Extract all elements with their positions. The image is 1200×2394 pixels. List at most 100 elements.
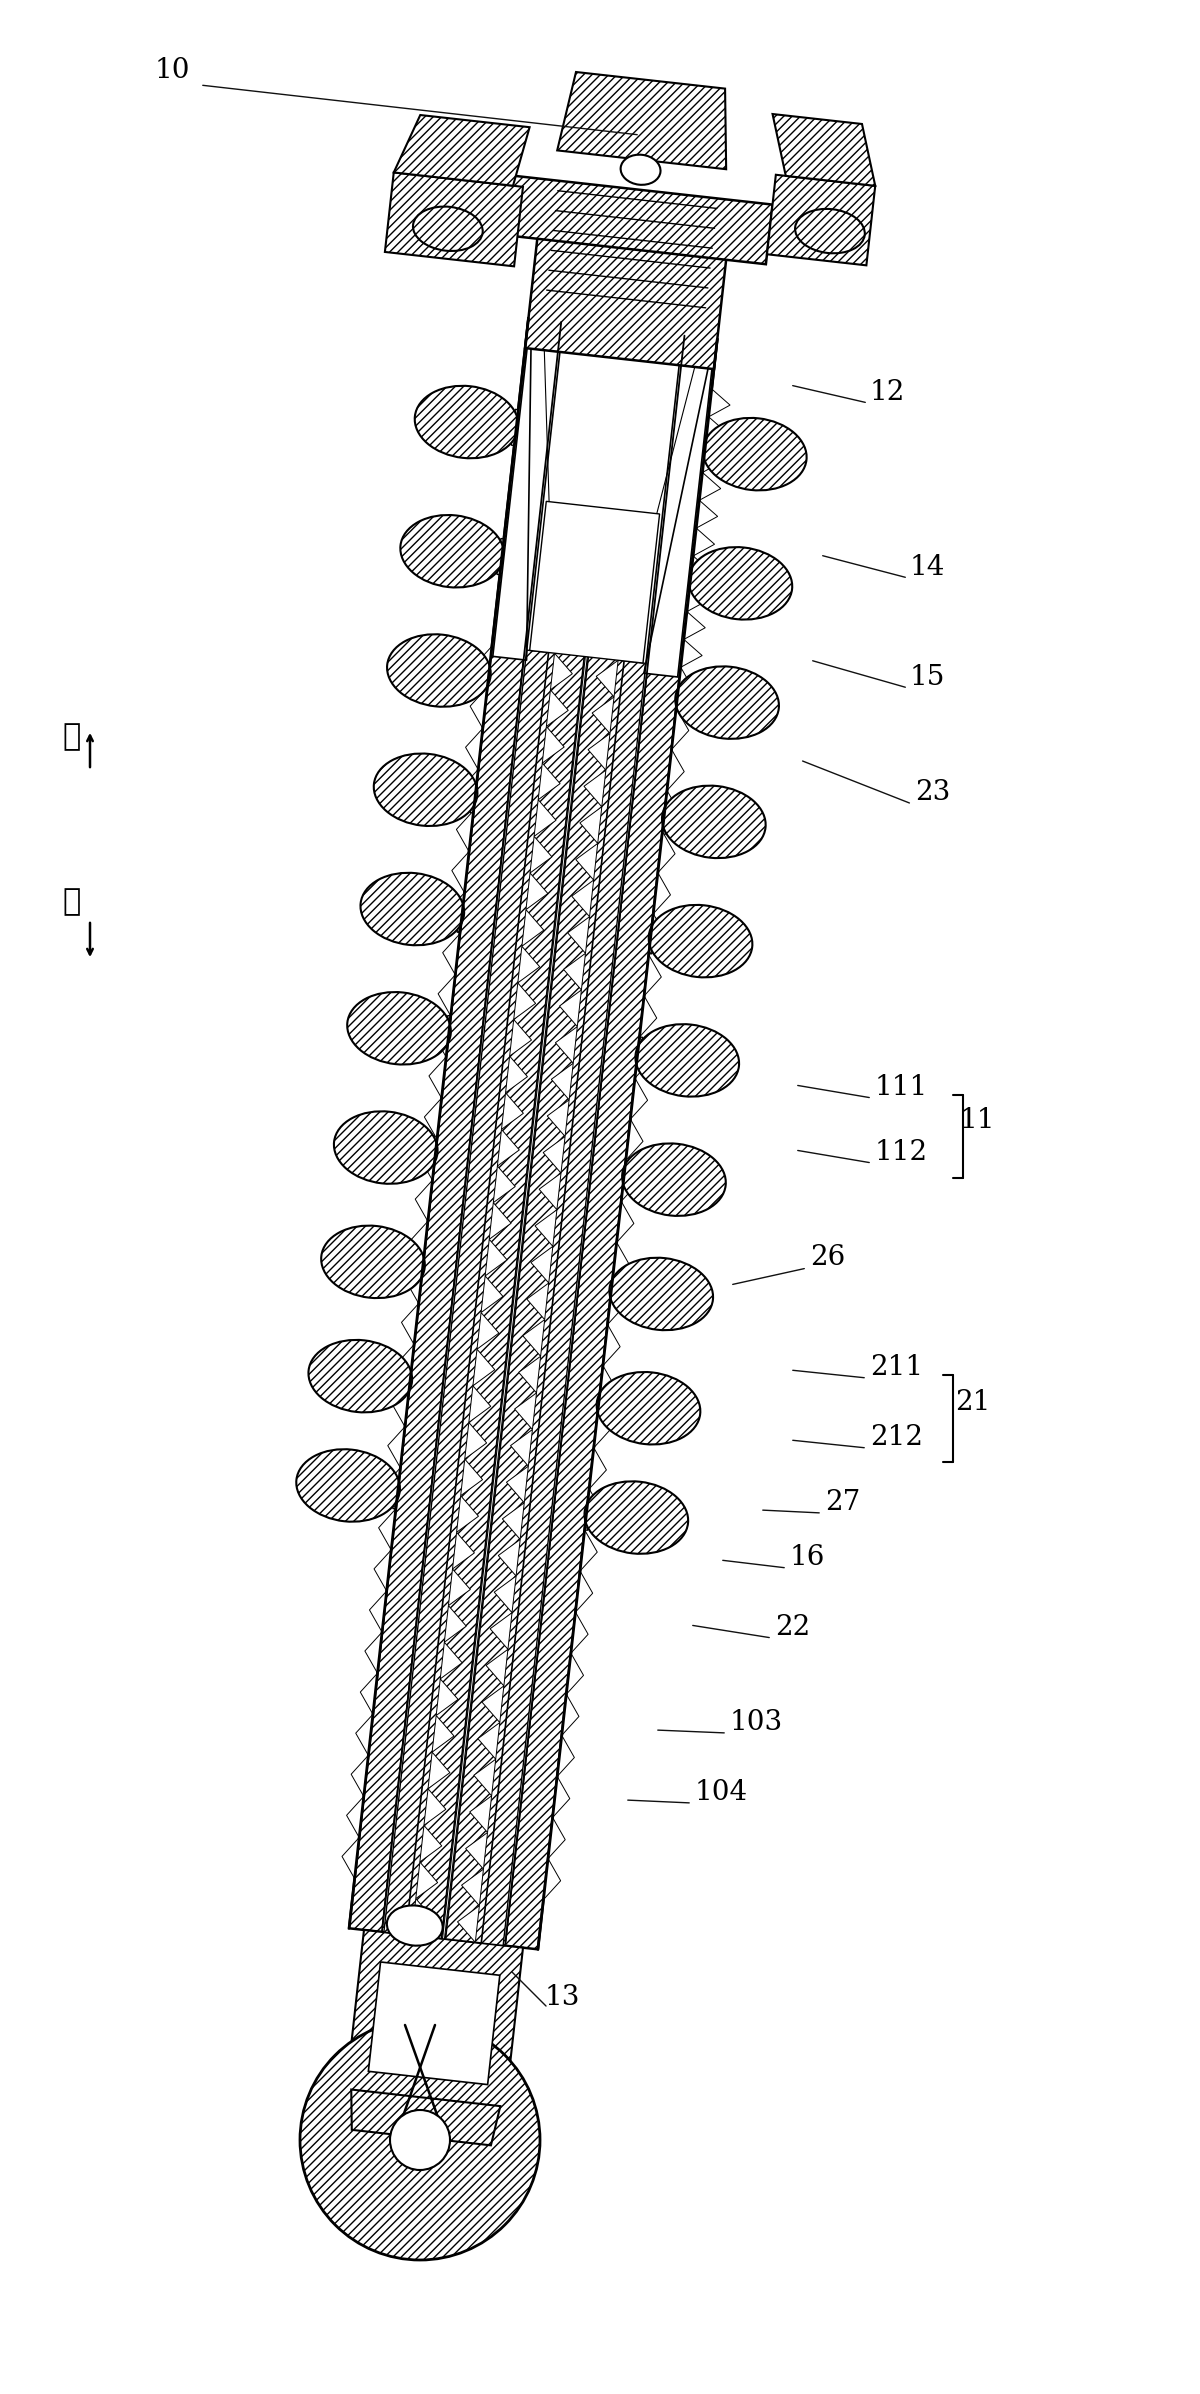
Ellipse shape [636,1025,739,1096]
Polygon shape [424,1788,446,1824]
Polygon shape [457,895,464,931]
Ellipse shape [386,1906,443,1946]
Polygon shape [684,610,706,639]
Ellipse shape [620,156,660,184]
Polygon shape [702,445,724,472]
Polygon shape [522,910,544,946]
Text: 22: 22 [775,1614,810,1640]
Polygon shape [515,1393,536,1429]
Polygon shape [493,318,563,661]
Ellipse shape [622,1144,726,1216]
Polygon shape [383,328,684,1942]
Polygon shape [588,733,610,771]
Text: 11: 11 [960,1106,996,1135]
Polygon shape [342,1839,359,1879]
Text: 15: 15 [910,663,946,692]
Polygon shape [347,1930,523,2107]
Polygon shape [428,1058,446,1099]
Polygon shape [592,697,614,733]
Polygon shape [379,1508,396,1549]
Polygon shape [449,1568,470,1606]
Polygon shape [584,1494,592,1530]
Ellipse shape [347,991,451,1065]
Polygon shape [602,1324,620,1365]
Ellipse shape [413,206,482,251]
Polygon shape [623,1156,629,1192]
Polygon shape [473,1350,494,1386]
Ellipse shape [388,634,491,706]
Ellipse shape [415,385,518,457]
Polygon shape [662,790,679,831]
Polygon shape [649,915,666,955]
Polygon shape [686,584,708,610]
Polygon shape [690,555,712,584]
Polygon shape [466,1831,487,1870]
Text: 212: 212 [870,1424,923,1451]
Polygon shape [493,1166,515,1202]
Polygon shape [432,1716,454,1752]
Polygon shape [355,1714,373,1755]
Polygon shape [482,1685,504,1724]
Polygon shape [527,1283,548,1319]
Polygon shape [617,1202,634,1242]
Text: 111: 111 [875,1075,929,1101]
Polygon shape [415,1180,432,1221]
Polygon shape [502,1092,523,1130]
Polygon shape [428,1752,450,1788]
Polygon shape [474,1760,496,1796]
Polygon shape [385,172,523,266]
Polygon shape [498,1539,520,1575]
Polygon shape [481,1276,503,1312]
Ellipse shape [796,208,865,254]
Polygon shape [510,1429,533,1465]
Text: 112: 112 [875,1140,928,1166]
Polygon shape [486,1649,508,1685]
Polygon shape [644,335,715,678]
Polygon shape [548,1817,565,1858]
Polygon shape [596,661,618,697]
Ellipse shape [308,1341,412,1412]
Polygon shape [365,1633,382,1673]
Polygon shape [406,1365,412,1400]
Polygon shape [452,1532,474,1568]
Polygon shape [497,1130,520,1166]
Polygon shape [469,1796,492,1831]
Text: 上: 上 [62,721,82,752]
Polygon shape [610,1271,617,1307]
Ellipse shape [662,785,766,857]
Polygon shape [689,560,696,596]
Text: 211: 211 [870,1355,923,1381]
Polygon shape [680,639,702,668]
Polygon shape [503,1503,524,1539]
Polygon shape [653,874,671,915]
Polygon shape [635,1037,652,1077]
Ellipse shape [334,1111,438,1183]
Polygon shape [388,1427,404,1468]
Polygon shape [568,917,589,953]
Polygon shape [470,687,487,728]
Polygon shape [425,1099,442,1140]
Text: 27: 27 [826,1489,860,1515]
Text: 21: 21 [955,1389,990,1415]
Polygon shape [676,668,694,709]
Polygon shape [551,1063,574,1099]
Polygon shape [562,1695,578,1736]
Polygon shape [551,654,572,689]
Polygon shape [456,1496,479,1532]
Polygon shape [466,728,482,768]
Polygon shape [544,1137,565,1173]
Circle shape [300,2021,540,2260]
Text: 23: 23 [916,778,950,807]
Polygon shape [436,1678,458,1716]
Polygon shape [368,1963,500,2085]
Polygon shape [535,1209,557,1247]
Polygon shape [506,1465,528,1503]
Ellipse shape [703,419,806,491]
Polygon shape [461,1458,482,1496]
Polygon shape [485,1240,508,1276]
Polygon shape [662,800,670,836]
Polygon shape [420,1140,437,1180]
Text: 16: 16 [790,1544,826,1570]
Polygon shape [370,1592,386,1633]
Polygon shape [564,953,586,991]
